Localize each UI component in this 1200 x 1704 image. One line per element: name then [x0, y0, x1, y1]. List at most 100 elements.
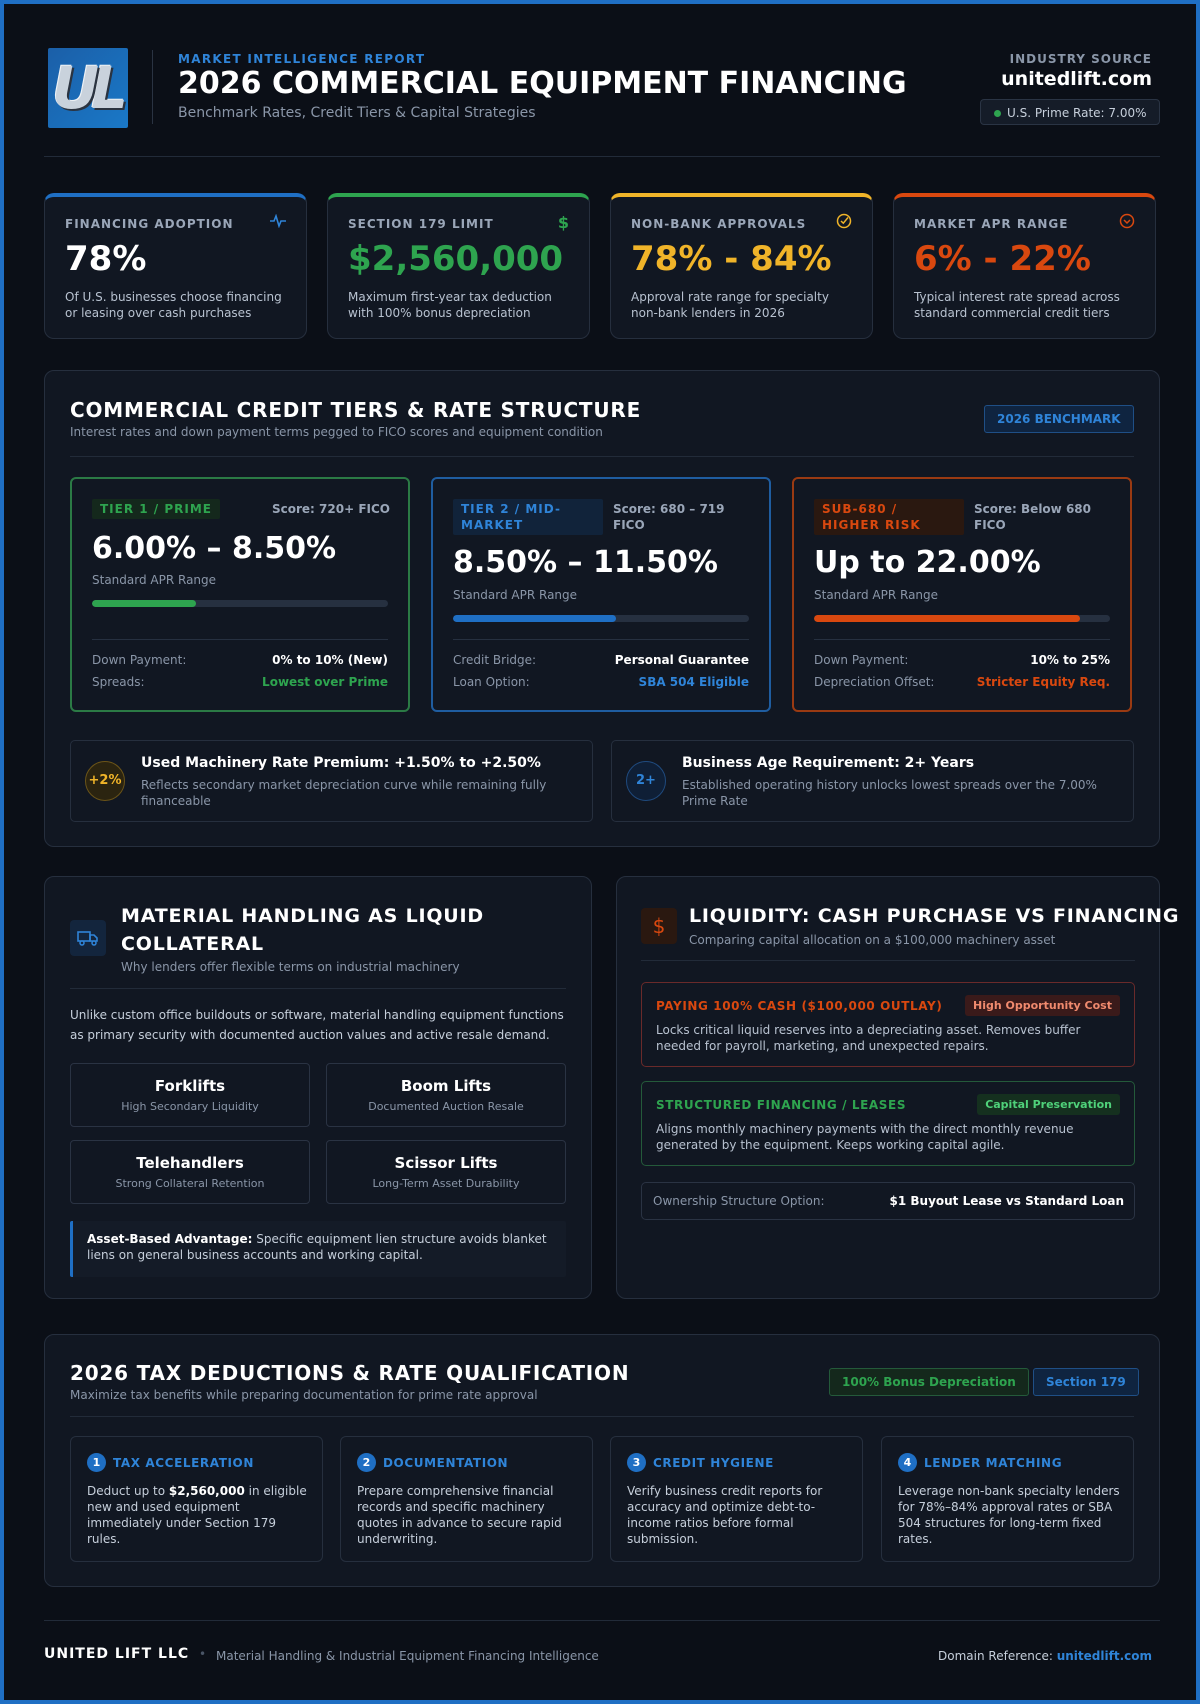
step-title: CREDIT HYGIENE: [653, 1456, 774, 1470]
note-used-machinery: +2% Used Machinery Rate Premium: +1.50% …: [70, 740, 593, 822]
panel-description: Aligns monthly machinery payments with t…: [656, 1122, 1074, 1152]
step-number: 2: [357, 1453, 376, 1472]
tier-row-value: Stricter Equity Req.: [976, 675, 1110, 689]
tier-row-value: 0% to 10% (New): [272, 653, 388, 667]
tier-rate-bar-fill: [453, 615, 616, 622]
tier-row-value: Lowest over Prime: [262, 675, 388, 689]
financing-panel: STRUCTURED FINANCING / LEASES Capital Pr…: [641, 1081, 1135, 1166]
asset-advantage-callout: Asset-Based Advantage: Specific equipmen…: [70, 1221, 566, 1277]
footer-tagline: Material Handling & Industrial Equipment…: [216, 1649, 599, 1663]
tier-row-key: Down Payment:: [92, 653, 187, 667]
equipment-tile-boom-lifts: Boom Lifts Documented Auction Resale: [326, 1063, 566, 1127]
step-card-tax-acceleration: 1 TAX ACCELERATION Deduct up to $2,560,0…: [70, 1436, 323, 1562]
step-title: TAX ACCELERATION: [113, 1456, 255, 1470]
stat-label: NON-BANK APPROVALS: [631, 217, 807, 231]
step-description: Verify business credit reports for accur…: [627, 1484, 823, 1546]
capital-preservation-badge: Capital Preservation: [977, 1094, 1120, 1115]
section-title: COMMERCIAL CREDIT TIERS & RATE STRUCTURE: [70, 398, 642, 422]
percent-badge-icon: +2%: [85, 761, 125, 801]
logo-lettering: UL: [52, 54, 128, 122]
equipment-note: Documented Auction Resale: [368, 1100, 524, 1113]
tier-card-mid-market: TIER 2 / MID-MARKET Score: 680 – 719 FIC…: [431, 477, 771, 712]
tier-rate: 8.50% – 11.50%: [453, 545, 718, 580]
report-kicker: MARKET INTELLIGENCE REPORT: [178, 52, 426, 66]
equipment-name: Telehandlers: [136, 1154, 244, 1172]
stat-card-non-bank-approvals: NON-BANK APPROVALS 78% - 84% Approval ra…: [610, 193, 873, 339]
note-title: Business Age Requirement: 2+ Years: [682, 755, 975, 771]
equipment-tile-scissor-lifts: Scissor Lifts Long-Term Asset Durability: [326, 1140, 566, 1204]
opportunity-cost-badge: High Opportunity Cost: [965, 995, 1120, 1016]
stat-description: Of U.S. businesses choose financing or l…: [65, 290, 282, 320]
truck-icon: [70, 920, 106, 956]
tier-row: Depreciation Offset: Stricter Equity Req…: [814, 675, 1110, 689]
section-rule: [70, 456, 1134, 457]
step-card-documentation: 2 DOCUMENTATION Prepare comprehensive fi…: [340, 1436, 593, 1562]
footer-separator: •: [199, 1647, 207, 1661]
section-rule: [70, 988, 566, 989]
stat-label: FINANCING ADOPTION: [65, 217, 234, 231]
section-subtitle: Comparing capital allocation on a $100,0…: [689, 933, 1056, 947]
section-title: LIQUIDITY: CASH PURCHASE VS FINANCING: [689, 905, 1180, 927]
step-number: 3: [627, 1453, 646, 1472]
tier-rate-bar-fill: [814, 615, 1081, 622]
panel-title: STRUCTURED FINANCING / LEASES: [656, 1098, 907, 1112]
step-title: DOCUMENTATION: [383, 1456, 509, 1470]
panel-description: Locks critical liquid reserves into a de…: [656, 1023, 1081, 1053]
prime-rate-badge: U.S. Prime Rate: 7.00%: [980, 99, 1160, 125]
stat-value: 78% - 84%: [631, 239, 832, 279]
tier-divider: [814, 639, 1110, 640]
step-text: Deduct up to: [87, 1484, 169, 1498]
step-number: 1: [87, 1453, 106, 1472]
tier-tag: SUB-680 / HIGHER RISK: [814, 499, 964, 535]
tier-card-prime: TIER 1 / PRIME Score: 720+ FICO 6.00% – …: [70, 477, 410, 712]
step-description: Deduct up to $2,560,000 in eligible new …: [87, 1483, 312, 1547]
tier-tag: TIER 1 / PRIME: [92, 499, 220, 519]
step-number: 4: [898, 1453, 917, 1472]
ownership-label: Ownership Structure Option:: [653, 1194, 825, 1208]
tier-score: Score: 720+ FICO: [272, 502, 390, 516]
stat-label: MARKET APR RANGE: [914, 217, 1069, 231]
page-subtitle: Benchmark Rates, Credit Tiers & Capital …: [178, 105, 536, 121]
equipment-name: Forklifts: [154, 1077, 226, 1095]
brand-logo: UL: [48, 48, 128, 128]
source-domain-link[interactable]: unitedlift.com: [1001, 68, 1152, 90]
cash-purchase-panel: PAYING 100% CASH ($100,000 OUTLAY) High …: [641, 982, 1135, 1067]
tier-rate-label: Standard APR Range: [814, 588, 939, 602]
stat-card-financing-adoption: FINANCING ADOPTION 78% Of U.S. businesse…: [44, 193, 307, 339]
tier-row-key: Spreads:: [92, 675, 145, 689]
tier-rate: Up to 22.00%: [814, 545, 1041, 580]
equipment-name: Scissor Lifts: [394, 1154, 498, 1172]
tier-row-value: SBA 504 Eligible: [638, 675, 749, 689]
note-description: Established operating history unlocks lo…: [682, 778, 1097, 808]
step-description: Prepare comprehensive financial records …: [357, 1484, 562, 1546]
tier-rate-bar-fill: [92, 600, 196, 607]
tier-row-key: Depreciation Offset:: [814, 675, 935, 689]
ownership-value: $1 Buyout Lease vs Standard Loan: [889, 1194, 1125, 1208]
status-dot-icon: [994, 110, 1001, 117]
header-rule: [44, 156, 1160, 157]
section-rule: [641, 960, 1135, 961]
ownership-structure-row: Ownership Structure Option: $1 Buyout Le…: [641, 1182, 1135, 1220]
pulse-icon: [270, 213, 286, 232]
tier-tag: TIER 2 / MID-MARKET: [453, 499, 603, 535]
tier-row: Down Payment: 10% to 25%: [814, 653, 1110, 667]
footer-ref-label: Domain Reference:: [938, 1649, 1053, 1663]
bonus-depreciation-badge: 100% Bonus Depreciation: [829, 1368, 1029, 1396]
step-description: Leverage non-bank specialty lenders for …: [898, 1484, 1120, 1546]
footer-domain-link[interactable]: unitedlift.com: [1056, 1649, 1152, 1663]
tier-row: Down Payment: 0% to 10% (New): [92, 653, 388, 667]
equipment-name: Boom Lifts: [400, 1077, 492, 1095]
step-text: in eligible new and used equipment immed…: [87, 1484, 307, 1546]
check-circle-icon: [836, 213, 852, 233]
tier-rate-label: Standard APR Range: [453, 588, 578, 602]
tier-rate-label: Standard APR Range: [92, 573, 217, 587]
page-title: 2026 COMMERCIAL EQUIPMENT FINANCING: [178, 66, 907, 101]
dollar-icon: $: [641, 908, 677, 944]
stat-value: $2,560,000: [348, 239, 564, 279]
tier-row: Credit Bridge: Personal Guarantee: [453, 653, 749, 667]
tier-row-key: Credit Bridge:: [453, 653, 537, 667]
note-description: Reflects secondary market depreciation c…: [141, 778, 547, 808]
prime-rate-text: U.S. Prime Rate: 7.00%: [1007, 106, 1147, 120]
section-subtitle: Maximize tax benefits while preparing do…: [70, 1388, 538, 1402]
section-179-badge: Section 179: [1033, 1368, 1139, 1396]
